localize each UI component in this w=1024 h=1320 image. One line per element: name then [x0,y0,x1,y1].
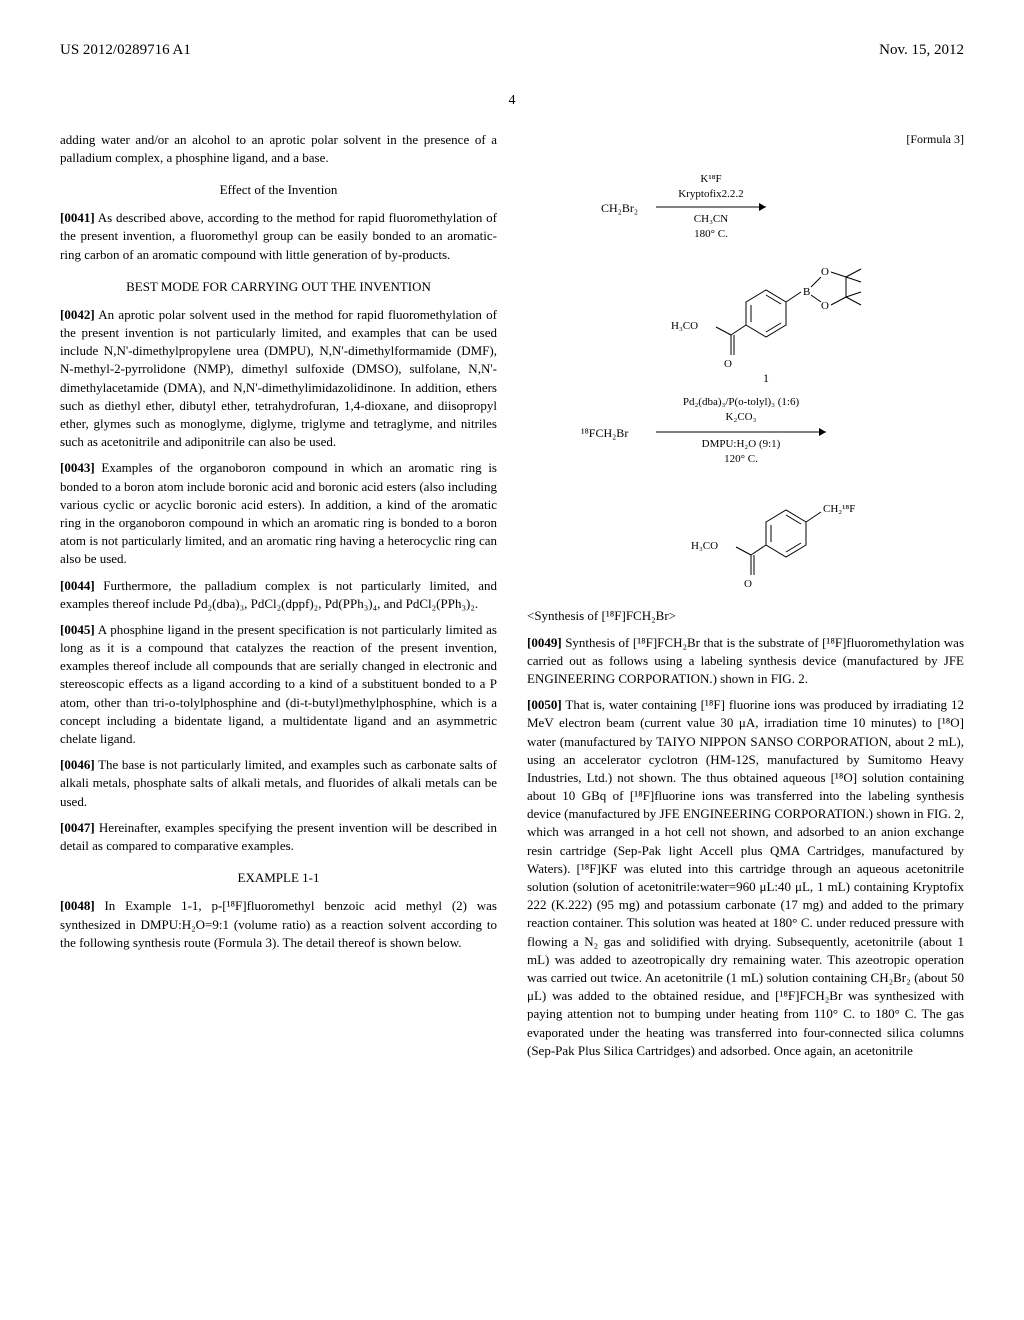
para-0046: [0046] The base is not particularly limi… [60,756,497,811]
s1-och3: H₃CO [671,320,698,332]
para-num: [0043] [60,460,95,475]
para-text: An aprotic polar solvent used in the met… [60,307,497,449]
svg-text:B: B [803,286,810,298]
para-0044: [0044] Furthermore, the palladium comple… [60,577,497,613]
effect-title: Effect of the Invention [60,181,497,199]
structure-1-num: 1 [763,371,769,385]
para-text: That is, water containing [¹⁸F] fluorine… [527,697,964,1058]
left-column: adding water and/or an alcohol to an apr… [60,131,497,1068]
r2-bot2: 120° C. [724,453,758,465]
para-num: [0042] [60,307,95,322]
para-num: [0047] [60,820,95,835]
para-0045: [0045] A phosphine ligand in the present… [60,621,497,748]
r2-top1: Pd₂(dba)₃/P(o-tolyl)₃ (1:6) [682,396,799,408]
para-num: [0048] [60,898,95,913]
para-text: Hereinafter, examples specifying the pre… [60,820,497,853]
r1-bot1: CH₃CN [693,213,727,225]
structure-2: CH₂¹⁸F O H₃CO [691,503,855,587]
r1-left: CH₂Br₂ [601,201,638,215]
s2-ch2f: CH₂¹⁸F [823,503,855,515]
page-number: 4 [60,91,964,111]
para-text: The base is not particularly limited, an… [60,757,497,808]
intro-continuation: adding water and/or an alcohol to an apr… [60,131,497,167]
r1-top1: K¹⁸F [700,173,721,185]
para-num: [0045] [60,622,95,637]
header-right: Nov. 15, 2012 [879,40,964,61]
page-header: US 2012/0289716 A1 Nov. 15, 2012 [60,40,964,61]
structure-1: B O O [671,266,861,370]
r1-top2: Kryptofix2.2.2 [678,188,743,200]
formula-label: [Formula 3] [527,131,964,148]
para-text: In Example 1-1, p-[¹⁸F]fluoromethyl benz… [60,898,497,949]
r2-top2: K₂CO₃ [725,411,756,423]
s2-och3: H₃CO [691,540,718,552]
para-0041: [0041] As described above, according to … [60,209,497,264]
para-text: Furthermore, the palladium complex is no… [60,578,497,611]
para-num: [0050] [527,697,562,712]
para-0049: [0049] Synthesis of [¹⁸F]FCH₂Br that is … [527,634,964,689]
example-title: EXAMPLE 1-1 [60,869,497,887]
para-0042: [0042] An aprotic polar solvent used in … [60,306,497,452]
para-text: Examples of the organoboron compound in … [60,460,497,566]
svg-text:O: O [724,358,732,370]
para-0043: [0043] Examples of the organoboron compo… [60,459,497,568]
para-text: As described above, according to the met… [60,210,497,261]
right-column: [Formula 3] CH₂Br₂ K¹⁸F Kryptofix2.2.2 C… [527,131,964,1068]
para-text: Synthesis of [¹⁸F]FCH₂Br that is the sub… [527,635,964,686]
two-column-layout: adding water and/or an alcohol to an apr… [60,131,964,1068]
para-num: [0044] [60,578,95,593]
formula-3-scheme: CH₂Br₂ K¹⁸F Kryptofix2.2.2 CH₃CN 180° C.… [527,157,964,587]
para-num: [0049] [527,635,562,650]
para-text: A phosphine ligand in the present specif… [60,622,497,746]
para-0048: [0048] In Example 1-1, p-[¹⁸F]fluorometh… [60,897,497,952]
reaction-scheme-svg: CH₂Br₂ K¹⁸F Kryptofix2.2.2 CH₃CN 180° C.… [566,157,926,587]
svg-text:O: O [821,266,829,278]
para-0050: [0050] That is, water containing [¹⁸F] f… [527,696,964,1060]
svg-text:O: O [821,300,829,312]
r2-bot1: DMPU:H₂O (9:1) [701,438,780,450]
synthesis-title: <Synthesis of [¹⁸F]FCH₂Br> [527,607,964,625]
para-num: [0041] [60,210,95,225]
r1-bot2: 180° C. [694,228,728,240]
para-0047: [0047] Hereinafter, examples specifying … [60,819,497,855]
header-left: US 2012/0289716 A1 [60,40,191,61]
para-num: [0046] [60,757,95,772]
r2-left: ¹⁸FCH₂Br [581,426,628,440]
svg-text:O: O [744,578,752,587]
best-mode-title: BEST MODE FOR CARRYING OUT THE INVENTION [60,278,497,296]
